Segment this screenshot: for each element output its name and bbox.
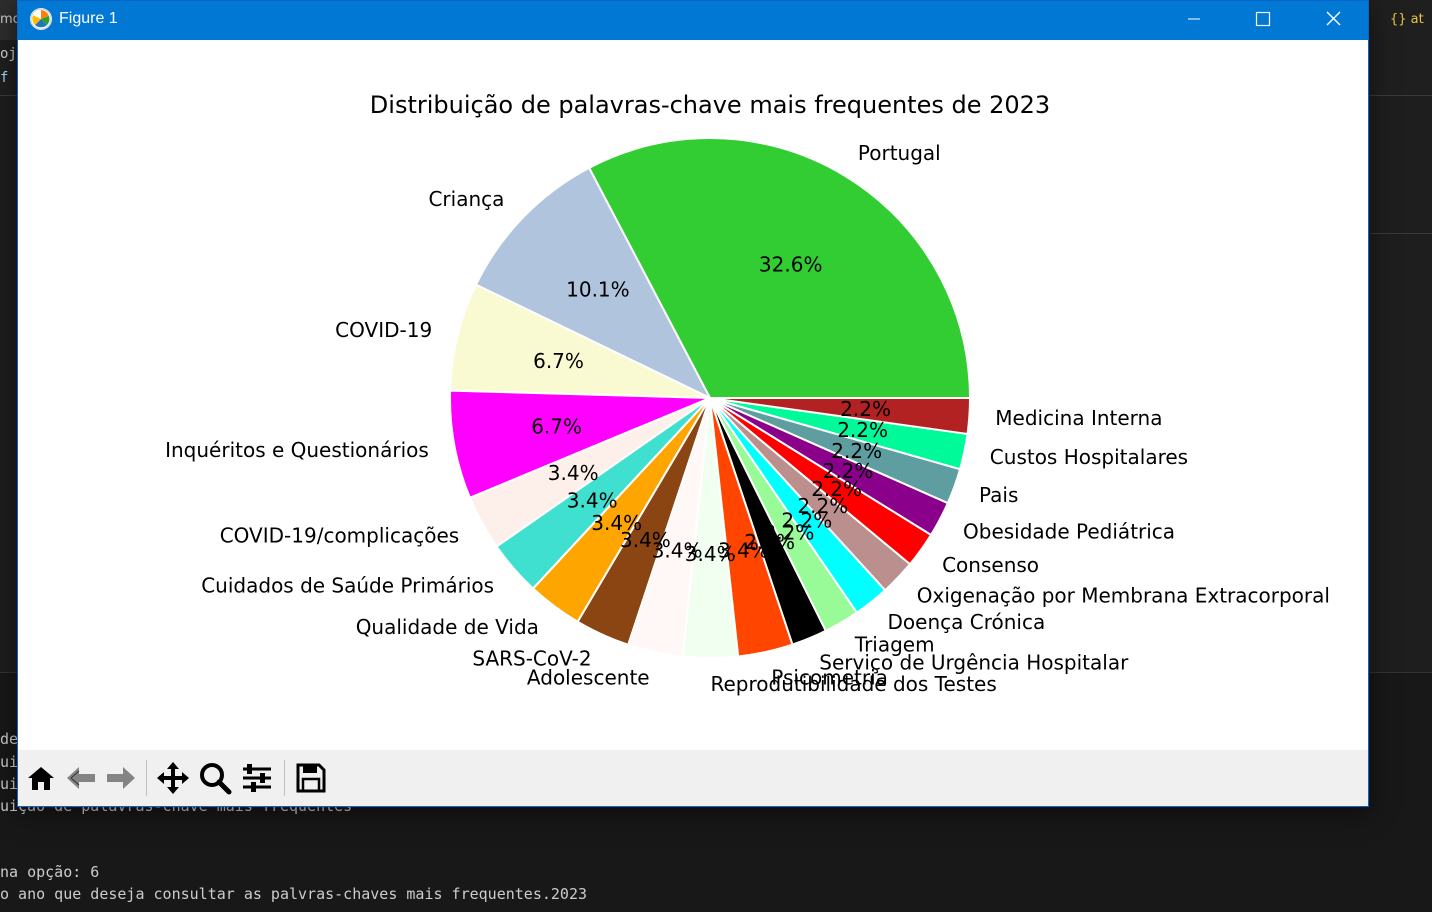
pie-pct-label: 2.2% [811, 477, 862, 501]
zoom-button[interactable] [198, 761, 232, 795]
terminal-line: de [0, 730, 19, 748]
pie-category-label: Qualidade de Vida [356, 615, 539, 639]
pie-category-label: Obesidade Pediátrica [963, 519, 1175, 543]
pie-pct-label: 3.4% [620, 528, 671, 552]
pie-pct-label: 3.4% [591, 511, 642, 535]
configure-subplots-icon [243, 764, 271, 792]
pie-category-label: Cuidados de Saúde Primários [201, 574, 494, 598]
toolbar-separator [284, 760, 285, 796]
figure-canvas[interactable]: Distribuição de palavras-chave mais freq… [18, 40, 1368, 750]
pie-category-label: Medicina Interna [995, 406, 1162, 430]
figure-window[interactable]: Figure 1 Distribuição de palavras-chave … [17, 0, 1369, 807]
pie-pct-label: 2.2% [797, 494, 848, 518]
home-icon [28, 767, 54, 790]
pie-category-label: Consenso [942, 553, 1039, 577]
pie-pct-label: 32.6% [759, 253, 823, 277]
navigation-toolbar [18, 750, 1368, 806]
pie-category-label: Triagem [854, 633, 935, 657]
home-button[interactable] [24, 761, 58, 795]
pie-chart: Distribuição de palavras-chave mais freq… [165, 91, 1330, 696]
pie-pct-label: 2.2% [764, 521, 815, 545]
code-line: f [0, 70, 9, 86]
pie-pct-label: 2.2% [823, 459, 874, 483]
maximize-icon [1255, 11, 1271, 27]
pie-slice [474, 166, 713, 401]
maximize-button[interactable] [1228, 1, 1296, 40]
terminal-line: na opção: 6 [0, 863, 100, 881]
pie-pct-label: 6.7% [533, 349, 584, 373]
pie-pct-label: 3.4% [548, 461, 599, 485]
pie-slice [449, 389, 711, 500]
forward-icon [107, 767, 135, 789]
pie-category-label: Portugal [858, 141, 941, 165]
back-icon [67, 767, 95, 789]
pie-category-label: Doença Crónica [888, 610, 1046, 634]
pie-pct-label: 2.2% [840, 397, 891, 421]
terminal-line: o ano que deseja consultar as palvras-ch… [0, 885, 587, 903]
pie-pct-label: 2.2% [831, 439, 882, 463]
pie-category-label: COVID-19 [335, 318, 432, 342]
pie-category-label: Inquéritos e Questionários [165, 438, 429, 462]
pie-pct-label: 3.4% [718, 538, 769, 562]
title-bar[interactable]: Figure 1 [18, 1, 1368, 40]
forward-button[interactable] [104, 761, 138, 795]
pie-pct-label: 6.7% [531, 414, 582, 438]
editor-tab-right-label: {} at [1390, 12, 1424, 27]
pan-button[interactable] [156, 761, 190, 795]
pie-category-label: Psicometria [771, 665, 888, 689]
save-icon [296, 763, 326, 793]
pie-category-label: SARS-CoV-2 [472, 646, 591, 670]
save-button[interactable] [294, 761, 328, 795]
pie-slice [709, 397, 972, 436]
pie-category-label: Pais [979, 483, 1018, 507]
pie-pct-label: 3.4% [685, 542, 736, 566]
close-icon [1326, 11, 1341, 26]
editor-tab-right[interactable]: {} at [1372, 0, 1432, 40]
back-button[interactable] [64, 761, 98, 795]
pan-icon [157, 762, 189, 794]
pie-pct-label: 2.2% [837, 418, 888, 442]
matplotlib-app-icon [30, 8, 52, 30]
pie-pct-label: 2.2% [781, 508, 832, 532]
window-title: Figure 1 [59, 10, 118, 27]
close-button[interactable] [1300, 1, 1368, 40]
toolbar-separator [146, 760, 147, 796]
pie-slice [587, 137, 972, 399]
pie-category-label: COVID-19/complicações [220, 523, 459, 547]
terminal-line: ui [0, 753, 19, 771]
minimize-button[interactable] [1160, 1, 1228, 40]
zoom-icon [200, 763, 232, 795]
pie-slice [449, 283, 711, 399]
pie-category-label: Criança [428, 187, 504, 211]
pie-category-label: Reprodutibilidade dos Testes [711, 672, 997, 696]
pie-pct-label: 2.2% [744, 530, 795, 554]
pie-pct-label: 3.4% [652, 539, 703, 563]
pie-category-label: Custos Hospitalares [990, 445, 1188, 469]
chart-title: Distribuição de palavras-chave mais freq… [370, 91, 1050, 119]
editor-tab-left-label: mo [0, 12, 21, 27]
minimize-icon [1188, 18, 1200, 20]
terminal-line: ui [0, 775, 19, 793]
pie-pct-label: 3.4% [567, 488, 618, 512]
pie-pct-label: 10.1% [566, 278, 630, 302]
pie-category-label: Oxigenação por Membrana Extracorporal [917, 584, 1330, 608]
pie-category-label: Adolescente [527, 666, 650, 690]
pie-category-label: Serviço de Urgência Hospitalar [819, 650, 1129, 674]
divider [1370, 233, 1432, 234]
configure-subplots-button[interactable] [240, 761, 274, 795]
